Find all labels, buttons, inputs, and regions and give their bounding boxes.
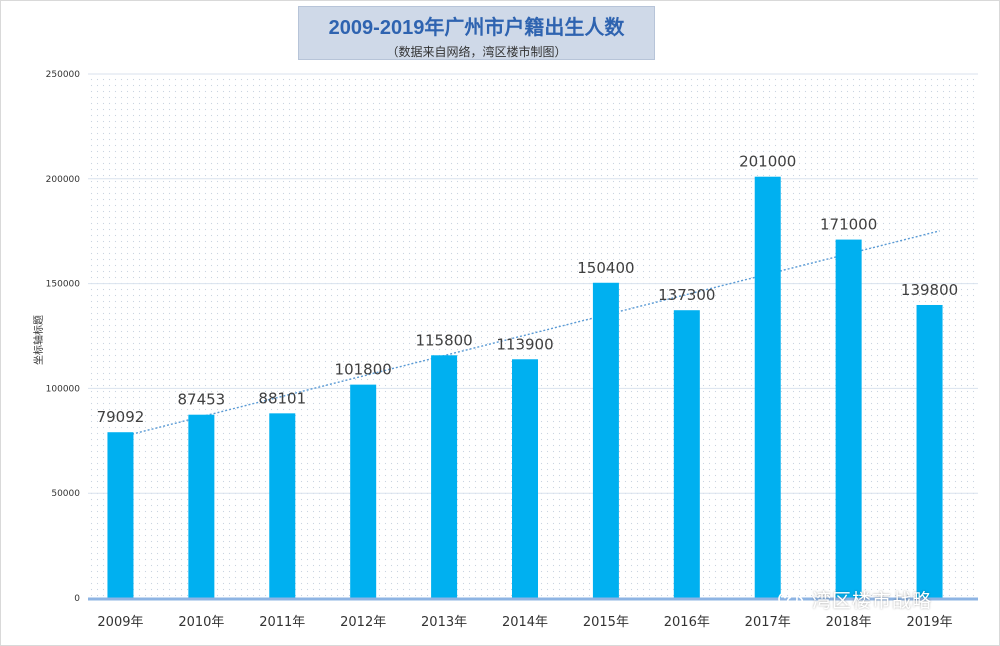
bar (350, 384, 377, 598)
x-tick-label: 2017年 (745, 615, 791, 630)
y-tick-label: 0 (74, 594, 80, 604)
data-label: 201000 (739, 153, 796, 171)
y-tick-label: 50000 (51, 489, 80, 499)
bar (431, 355, 458, 598)
x-tick-label: 2019年 (906, 615, 952, 630)
x-tick-label: 2015年 (583, 615, 629, 630)
x-axis-ticks: 2009年 2010年 2011年 2012年 2013年 2014年 2015年 2016年… (97, 615, 952, 630)
x-tick-label: 2013年 (421, 615, 467, 630)
bar (188, 414, 215, 598)
watermark: 湾区楼市战略 (778, 586, 932, 613)
trendline (120, 230, 940, 438)
data-label: 101800 (335, 361, 392, 379)
data-label: 113900 (496, 335, 553, 353)
x-tick-label: 2012年 (340, 615, 386, 630)
data-labels: 79092 87453 88101 101800 115800 113900 150400 1… (97, 153, 959, 427)
x-tick-label: 2009年 (97, 615, 143, 630)
chart-title: 2009-2019年广州市户籍出生人数 (328, 17, 625, 39)
y-tick-label: 150000 (46, 280, 81, 290)
y-axis-ticks: 0 50000 100000 150000 200000 250000 (46, 70, 81, 604)
y-tick-label: 100000 (46, 384, 81, 394)
bar (835, 239, 862, 599)
data-label: 88101 (258, 389, 306, 407)
title-box: 2009-2019年广州市户籍出生人数 （数据来自网络，湾区楼市制图） (298, 6, 655, 60)
chart-subtitle: （数据来自网络，湾区楼市制图） (386, 45, 567, 59)
data-label: 171000 (820, 216, 877, 234)
data-label: 150400 (577, 259, 634, 277)
x-tick-label: 2016年 (664, 615, 710, 630)
data-label: 137300 (658, 286, 715, 304)
bar (916, 304, 943, 598)
bar (107, 432, 134, 598)
data-label: 79092 (97, 408, 145, 426)
trendline-path (120, 230, 940, 438)
data-label: 139800 (901, 281, 958, 299)
data-label: 87453 (178, 391, 226, 409)
x-tick-label: 2014年 (502, 615, 548, 630)
bar (754, 176, 781, 599)
bars (107, 176, 943, 599)
y-tick-label: 200000 (46, 175, 81, 185)
y-tick-label: 250000 (46, 70, 81, 80)
bar (269, 413, 296, 598)
bar (592, 282, 619, 598)
x-tick-label: 2018年 (826, 615, 872, 630)
x-tick-label: 2011年 (259, 615, 305, 630)
bar (512, 359, 538, 598)
bar (673, 310, 700, 598)
x-tick-label: 2010年 (178, 615, 224, 630)
wechat-icon (778, 590, 804, 610)
data-label: 115800 (415, 331, 472, 349)
watermark-text: 湾区楼市战略 (812, 590, 933, 612)
